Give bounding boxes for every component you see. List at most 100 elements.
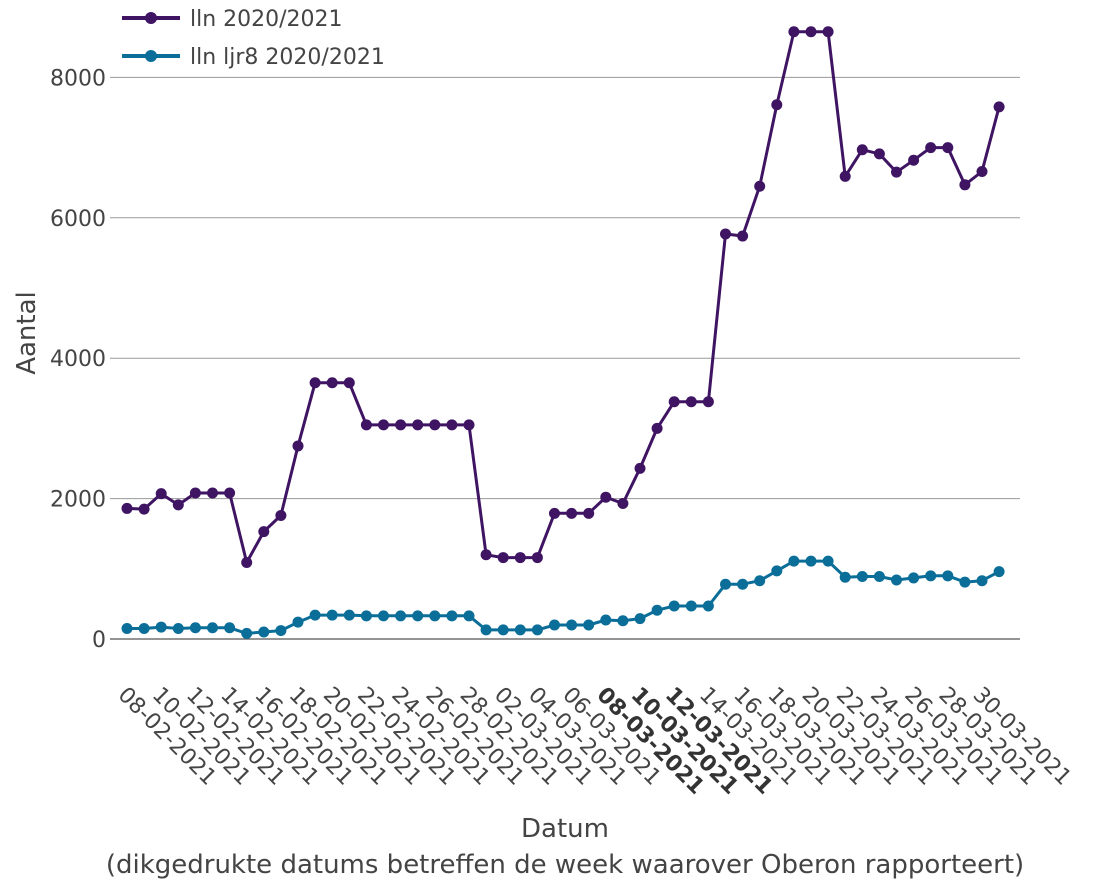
legend-item-lln-ljr8[interactable]: lln ljr8 2020/2021 — [122, 45, 385, 70]
data-point[interactable] — [480, 549, 492, 561]
data-point[interactable] — [155, 621, 167, 633]
data-point[interactable] — [378, 419, 389, 431]
data-point[interactable] — [925, 570, 937, 582]
data-point[interactable] — [549, 619, 560, 631]
data-point[interactable] — [326, 377, 338, 389]
data-point[interactable] — [925, 142, 937, 154]
data-point[interactable] — [583, 619, 595, 631]
data-point[interactable] — [839, 571, 851, 583]
data-point[interactable] — [514, 624, 526, 636]
data-point[interactable] — [737, 578, 749, 590]
data-point[interactable] — [942, 570, 954, 582]
data-point[interactable] — [976, 575, 988, 587]
data-point[interactable] — [258, 526, 270, 538]
data-point[interactable] — [531, 552, 543, 564]
data-point[interactable] — [617, 498, 629, 510]
data-point[interactable] — [822, 26, 834, 38]
data-point[interactable] — [805, 26, 817, 38]
data-point[interactable] — [754, 180, 766, 192]
data-point[interactable] — [720, 578, 731, 590]
data-point[interactable] — [959, 576, 971, 588]
data-point[interactable] — [702, 600, 714, 612]
data-point[interactable] — [480, 624, 492, 636]
data-point[interactable] — [224, 622, 236, 634]
data-point[interactable] — [463, 419, 475, 431]
data-point[interactable] — [754, 575, 766, 587]
data-point[interactable] — [805, 555, 817, 567]
data-point[interactable] — [856, 571, 868, 583]
data-point[interactable] — [155, 488, 167, 500]
data-point[interactable] — [822, 555, 834, 567]
data-point[interactable] — [788, 555, 800, 567]
data-point[interactable] — [634, 613, 646, 625]
data-point[interactable] — [668, 396, 680, 408]
data-point[interactable] — [121, 502, 133, 514]
data-point[interactable] — [668, 600, 680, 612]
data-point[interactable] — [189, 487, 201, 499]
data-point[interactable] — [514, 552, 526, 564]
data-point[interactable] — [856, 144, 868, 156]
data-point[interactable] — [497, 552, 509, 564]
data-point[interactable] — [412, 610, 424, 622]
data-point[interactable] — [343, 377, 355, 389]
data-point[interactable] — [737, 230, 749, 242]
data-point[interactable] — [172, 499, 184, 511]
data-point[interactable] — [326, 609, 338, 621]
data-point[interactable] — [446, 419, 458, 431]
data-point[interactable] — [292, 440, 304, 452]
data-point[interactable] — [651, 422, 663, 434]
data-point[interactable] — [275, 625, 287, 637]
data-point[interactable] — [189, 622, 201, 634]
data-point[interactable] — [942, 142, 954, 154]
data-point[interactable] — [651, 604, 663, 616]
data-point[interactable] — [343, 609, 355, 621]
data-point[interactable] — [292, 616, 304, 628]
data-point[interactable] — [378, 610, 389, 622]
data-point[interactable] — [566, 507, 578, 519]
data-point[interactable] — [549, 507, 560, 519]
data-point[interactable] — [873, 148, 885, 160]
data-point[interactable] — [891, 166, 902, 178]
data-point[interactable] — [224, 487, 236, 499]
data-point[interactable] — [429, 419, 441, 431]
data-point[interactable] — [702, 396, 714, 408]
data-point[interactable] — [993, 566, 1005, 578]
data-point[interactable] — [395, 419, 407, 431]
data-point[interactable] — [138, 622, 150, 634]
data-point[interactable] — [583, 507, 595, 519]
data-point[interactable] — [685, 600, 697, 612]
data-point[interactable] — [788, 26, 800, 38]
data-point[interactable] — [172, 622, 184, 634]
data-point[interactable] — [207, 622, 218, 634]
data-point[interactable] — [241, 627, 253, 639]
data-point[interactable] — [634, 462, 646, 474]
data-point[interactable] — [138, 503, 150, 515]
data-point[interactable] — [241, 556, 253, 568]
data-point[interactable] — [463, 610, 475, 622]
data-point[interactable] — [839, 170, 851, 182]
legend-item-lln[interactable]: lln 2020/2021 — [122, 7, 343, 32]
data-point[interactable] — [121, 622, 133, 634]
data-point[interactable] — [309, 609, 321, 621]
data-point[interactable] — [600, 491, 612, 503]
data-point[interactable] — [566, 619, 578, 631]
data-point[interactable] — [531, 624, 543, 636]
data-point[interactable] — [207, 487, 218, 499]
data-point[interactable] — [309, 377, 321, 389]
data-point[interactable] — [360, 419, 372, 431]
data-point[interactable] — [685, 396, 697, 408]
data-point[interactable] — [720, 228, 731, 240]
data-point[interactable] — [395, 610, 407, 622]
data-point[interactable] — [959, 179, 971, 191]
data-point[interactable] — [497, 624, 509, 636]
data-point[interactable] — [993, 101, 1005, 113]
data-point[interactable] — [908, 154, 920, 166]
data-point[interactable] — [258, 626, 270, 638]
data-point[interactable] — [360, 610, 372, 622]
data-point[interactable] — [429, 610, 441, 622]
data-point[interactable] — [771, 99, 783, 111]
data-point[interactable] — [412, 419, 424, 431]
data-point[interactable] — [908, 572, 920, 584]
data-point[interactable] — [446, 610, 458, 622]
data-point[interactable] — [976, 165, 988, 177]
